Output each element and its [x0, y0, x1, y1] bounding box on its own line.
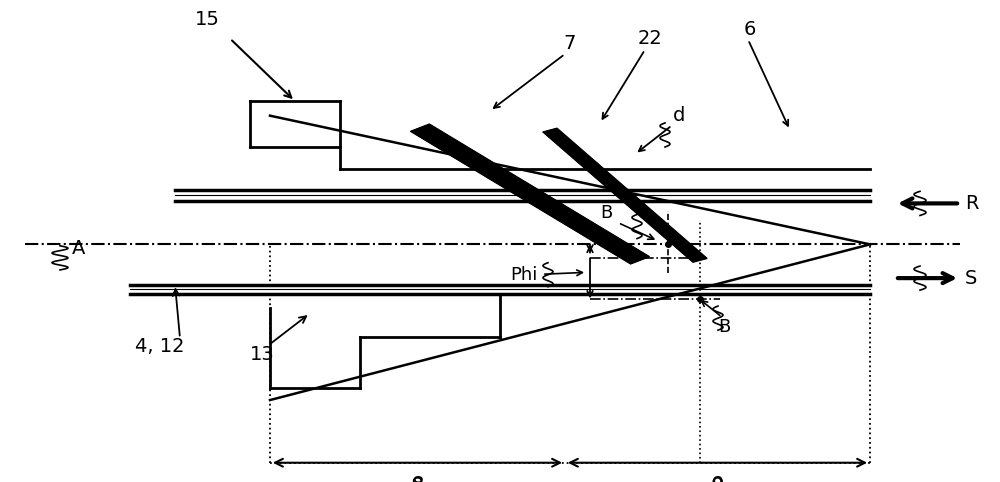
Text: 22: 22 [638, 29, 662, 48]
Text: S: S [965, 268, 977, 288]
Text: 13: 13 [250, 345, 275, 363]
Text: 9: 9 [711, 477, 724, 482]
Text: 6: 6 [744, 20, 756, 39]
Polygon shape [411, 124, 649, 264]
Text: 15: 15 [195, 10, 220, 29]
Text: 7: 7 [564, 34, 576, 53]
Text: 4, 12: 4, 12 [135, 337, 184, 356]
Text: A: A [72, 239, 85, 258]
Text: B: B [600, 204, 612, 222]
Text: 9: 9 [711, 475, 724, 482]
Polygon shape [175, 190, 870, 201]
Text: B: B [718, 318, 730, 336]
Text: R: R [965, 194, 978, 213]
Text: d: d [673, 107, 685, 125]
Polygon shape [543, 128, 707, 262]
Text: 8: 8 [411, 475, 424, 482]
Polygon shape [130, 285, 870, 294]
Text: Phi: Phi [510, 266, 537, 284]
Text: 8: 8 [411, 477, 424, 482]
